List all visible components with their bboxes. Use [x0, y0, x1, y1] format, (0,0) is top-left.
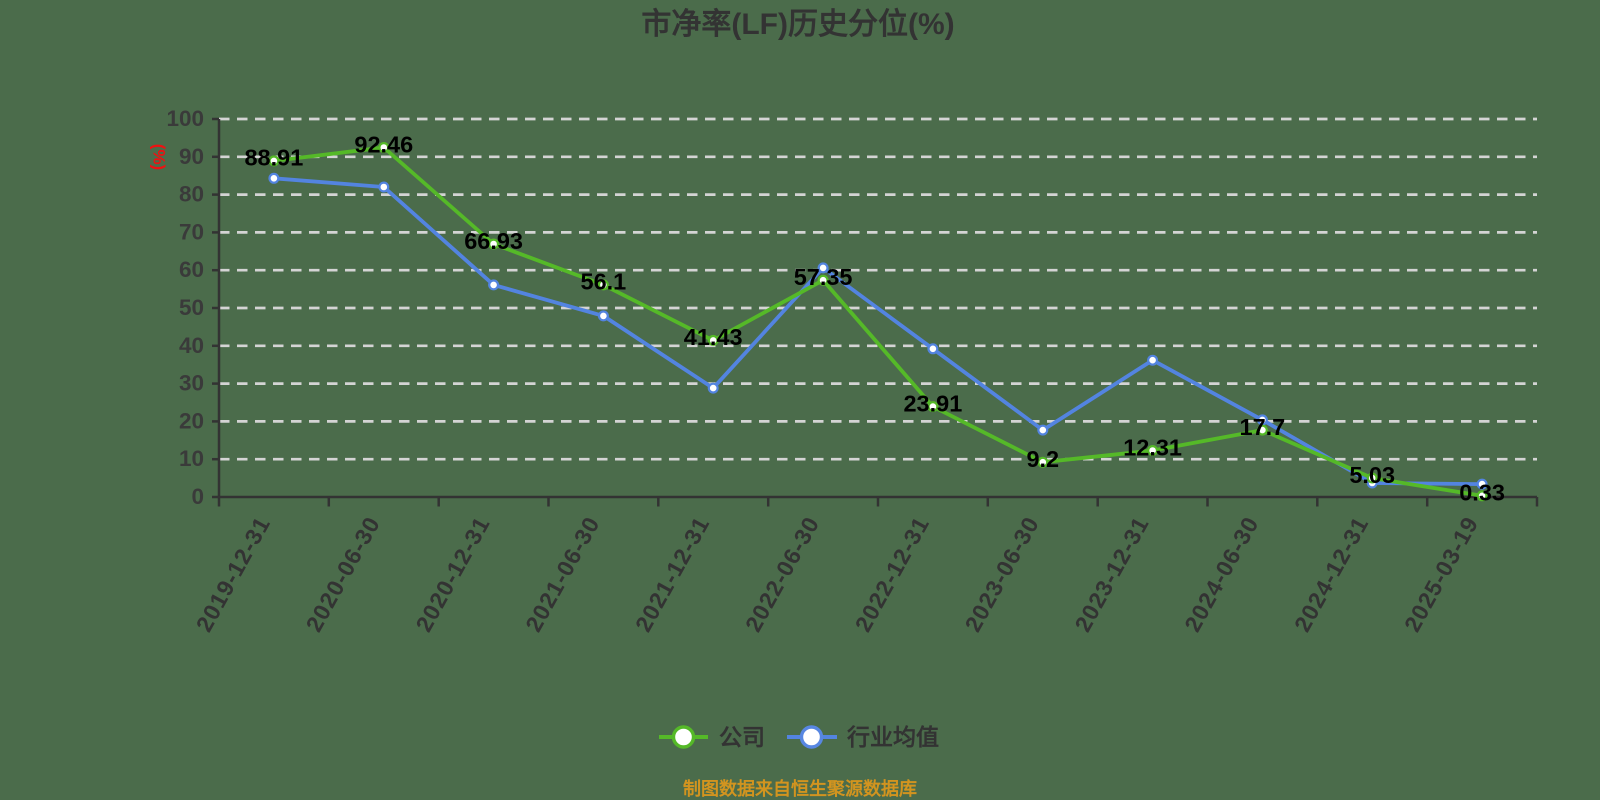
svg-text:30: 30 [179, 371, 204, 396]
svg-text:0.33: 0.33 [1459, 480, 1505, 506]
svg-text:2022-12-31: 2022-12-31 [850, 512, 935, 636]
svg-text:60: 60 [179, 257, 204, 282]
svg-text:公司: 公司 [719, 724, 765, 750]
svg-text:2024-12-31: 2024-12-31 [1289, 512, 1374, 636]
svg-text:2019-12-31: 2019-12-31 [191, 512, 276, 636]
svg-text:20: 20 [179, 408, 204, 433]
svg-text:23.91: 23.91 [903, 390, 962, 416]
svg-text:100: 100 [166, 106, 204, 131]
svg-text:(%): (%) [150, 144, 169, 170]
svg-text:0: 0 [191, 484, 204, 509]
svg-text:9.2: 9.2 [1026, 446, 1059, 472]
svg-text:2024-06-30: 2024-06-30 [1179, 512, 1264, 636]
svg-text:41.43: 41.43 [684, 324, 743, 350]
svg-text:50: 50 [179, 295, 204, 320]
svg-text:2020-12-31: 2020-12-31 [410, 512, 495, 636]
svg-text:2023-06-30: 2023-06-30 [960, 512, 1045, 636]
svg-text:5.03: 5.03 [1349, 462, 1395, 488]
svg-text:2023-12-31: 2023-12-31 [1069, 512, 1154, 636]
svg-text:2025-03-19: 2025-03-19 [1399, 512, 1484, 636]
svg-text:57.35: 57.35 [794, 264, 853, 290]
svg-text:17.7: 17.7 [1240, 414, 1286, 440]
svg-text:市净率(LF)历史分位(%): 市净率(LF)历史分位(%) [641, 7, 954, 41]
svg-text:12.31: 12.31 [1123, 434, 1182, 460]
svg-text:2022-06-30: 2022-06-30 [740, 512, 825, 636]
svg-text:80: 80 [179, 182, 204, 207]
svg-text:2021-06-30: 2021-06-30 [520, 512, 605, 636]
svg-text:66.93: 66.93 [464, 228, 523, 254]
svg-text:2021-12-31: 2021-12-31 [630, 512, 715, 636]
svg-text:56.1: 56.1 [581, 269, 627, 295]
svg-text:行业均值: 行业均值 [846, 724, 939, 750]
svg-text:90: 90 [179, 144, 204, 169]
svg-text:10: 10 [179, 446, 204, 471]
svg-text:70: 70 [179, 219, 204, 244]
svg-text:92.46: 92.46 [354, 131, 413, 157]
svg-text:88.91: 88.91 [244, 145, 303, 171]
svg-text:2020-06-30: 2020-06-30 [301, 512, 386, 636]
svg-text:40: 40 [179, 333, 204, 358]
svg-text:制图数据来自恒生聚源数据库: 制图数据来自恒生聚源数据库 [683, 778, 917, 799]
